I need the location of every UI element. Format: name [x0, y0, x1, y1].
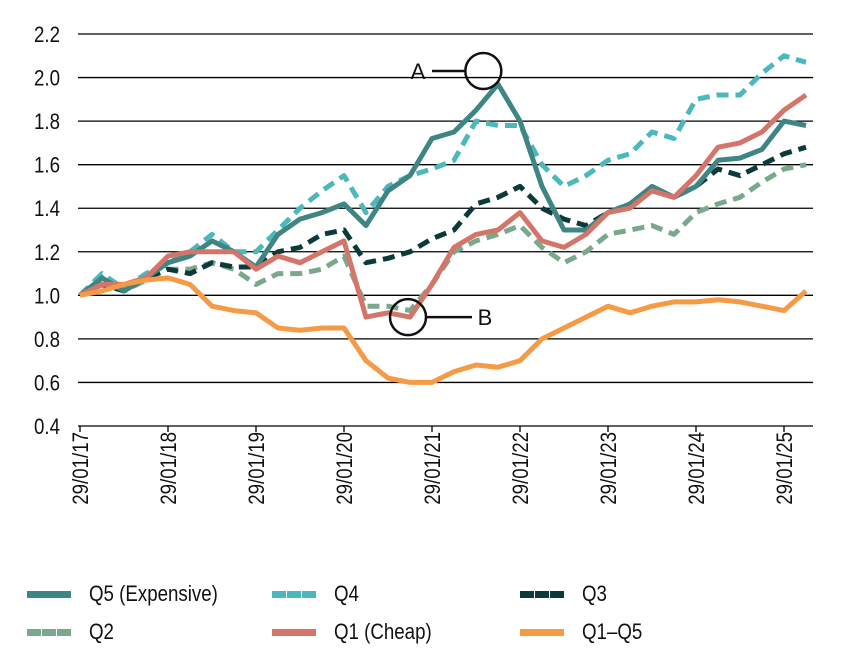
y-tick-label: 0.8	[34, 329, 60, 353]
series-line-q3	[78, 144, 807, 298]
series-line-q4	[78, 53, 807, 298]
x-tick-label: 29/01/17	[70, 432, 94, 505]
x-tick-label: 29/01/18	[158, 432, 182, 505]
legend-swatch	[272, 590, 316, 598]
y-tick-label: 2.2	[34, 24, 60, 48]
legend-item-q4: Q4	[272, 574, 363, 614]
x-tick-label: 29/01/19	[246, 432, 270, 505]
legend-swatch	[520, 628, 564, 636]
legend-label: Q3	[582, 581, 607, 606]
series-line-q5-expensive-	[78, 81, 807, 298]
y-tick-label: 1.0	[34, 285, 60, 309]
series-line-q1-cheap-	[78, 92, 808, 320]
y-tick-label: 1.8	[34, 111, 60, 135]
legend-swatch	[27, 628, 71, 636]
y-tick-label: 1.2	[34, 241, 60, 265]
legend-item-q1-q5: Q1–Q5	[520, 612, 653, 652]
y-tick-label: 1.6	[34, 154, 60, 178]
x-tick-label: 29/01/20	[334, 432, 358, 505]
annotation-a-circle	[464, 51, 503, 91]
legend-swatch	[520, 590, 564, 598]
x-tick-label: 29/01/21	[422, 432, 446, 505]
legend-swatch	[27, 590, 71, 598]
line-chart: 0.4 0.6 0.8 1.0 1.2 1.4 1.6 1.8 2.0 2.2 29/01/17 29…	[34, 24, 813, 505]
y-tick-label: 0.4	[34, 416, 60, 440]
annotation-a-label: A	[411, 59, 426, 84]
x-tick-label: 29/01/25	[774, 432, 798, 505]
y-tick-label: 2.0	[34, 67, 60, 91]
legend-label: Q5 (Expensive)	[89, 581, 218, 606]
annotation-b-label: B	[478, 305, 493, 330]
legend-label: Q1 (Cheap)	[334, 619, 432, 644]
legend-item-q3: Q3	[520, 574, 611, 614]
y-tick-label: 0.6	[34, 372, 60, 396]
legend-item-q1: Q1 (Cheap)	[272, 612, 449, 652]
legend-item-q2: Q2	[27, 612, 118, 652]
legend-label: Q4	[334, 581, 359, 606]
legend-label: Q2	[89, 619, 114, 644]
legend-label: Q1–Q5	[582, 619, 643, 644]
series-line-q1-q5	[79, 275, 808, 385]
legend-swatch	[272, 628, 316, 636]
y-tick-label: 1.4	[34, 198, 60, 222]
x-tick-label: 29/01/23	[598, 432, 622, 505]
legend-item-q5: Q5 (Expensive)	[27, 574, 241, 614]
x-tick-label: 29/01/24	[686, 432, 710, 505]
x-tick-label: 29/01/22	[510, 432, 534, 505]
